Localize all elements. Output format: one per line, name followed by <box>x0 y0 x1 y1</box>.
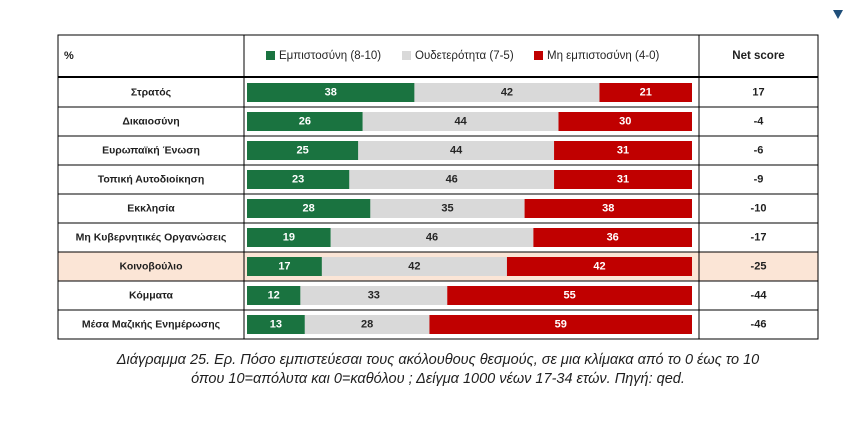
category-label: Μη Κυβερνητικές Οργανώσεις <box>76 232 227 244</box>
bar-segment <box>506 257 692 276</box>
corner-label: % <box>64 50 74 62</box>
bar-segment <box>321 257 507 276</box>
data-label: 36 <box>607 232 619 244</box>
category-label: Μέσα Μαζικής Ενημέρωσης <box>82 319 221 331</box>
net-score-value: 17 <box>752 87 764 99</box>
data-label: 42 <box>501 87 513 99</box>
data-label: 44 <box>454 116 467 128</box>
bar-segment <box>370 199 525 218</box>
net-score-value: -6 <box>754 145 764 157</box>
net-score-value: -44 <box>751 290 768 302</box>
bar-segment <box>554 170 692 189</box>
data-label: 26 <box>299 116 311 128</box>
data-label: 59 <box>555 319 567 331</box>
net-score-value: -4 <box>754 116 765 128</box>
bar-segment <box>554 141 692 160</box>
net-score-value: -46 <box>751 319 767 331</box>
bar-segment <box>304 315 430 334</box>
bar-segment <box>362 112 559 131</box>
bar-segment <box>300 286 448 305</box>
caption-line-1: Διάγραμμα 25. Ερ. Πόσο εμπιστεύεσαι τους… <box>116 352 760 368</box>
data-label: 42 <box>408 261 420 273</box>
data-label: 33 <box>368 290 380 302</box>
data-label: 31 <box>617 145 629 157</box>
data-label: 28 <box>303 203 315 215</box>
data-label: 55 <box>564 290 576 302</box>
legend-label: Εμπιστοσύνη (8-10) <box>279 50 381 62</box>
legend-swatch <box>402 51 411 60</box>
bar-segment <box>247 199 371 218</box>
data-label: 44 <box>450 145 463 157</box>
legend-swatch <box>534 51 543 60</box>
category-label: Εκκλησία <box>127 203 175 215</box>
bar-segment <box>247 141 359 160</box>
data-label: 35 <box>441 203 453 215</box>
bar-segment <box>599 83 692 102</box>
category-label: Ευρωπαϊκή Ένωση <box>102 145 200 157</box>
data-label: 31 <box>617 174 629 186</box>
bar-segment <box>247 228 331 247</box>
bar-segment <box>247 83 415 102</box>
data-label: 28 <box>361 319 373 331</box>
data-label: 19 <box>283 232 295 244</box>
bar-segment <box>414 83 600 102</box>
bar-segment <box>349 170 555 189</box>
bar-segment <box>524 199 692 218</box>
bar-segment <box>330 228 534 247</box>
data-label: 38 <box>602 203 614 215</box>
bar-segment <box>247 286 301 305</box>
bar-segment <box>247 170 350 189</box>
bar-segment <box>247 112 363 131</box>
bar-segment <box>358 141 555 160</box>
bar-segment <box>558 112 692 131</box>
data-label: 30 <box>619 116 631 128</box>
category-label: Δικαιοσύνη <box>122 116 179 128</box>
legend-label: Μη εμπιστοσύνη (4-0) <box>547 50 659 62</box>
net-score-value: -10 <box>751 203 767 215</box>
figure-caption: Διάγραμμα 25. Ερ. Πόσο εμπιστεύεσαι τους… <box>58 351 818 389</box>
data-label: 21 <box>640 87 652 99</box>
data-label: 13 <box>270 319 282 331</box>
bar-segment <box>533 228 692 247</box>
data-label: 25 <box>297 145 309 157</box>
legend-label: Ουδετερότητα (7-5) <box>415 50 514 62</box>
data-label: 46 <box>426 232 438 244</box>
data-label: 42 <box>593 261 605 273</box>
trust-chart-table: % Net score Εμπιστοσύνη (8-10) Ουδετερότητα… <box>57 34 819 340</box>
category-label: Κόμματα <box>129 290 173 302</box>
data-label: 23 <box>292 174 304 186</box>
legend-swatch <box>266 51 275 60</box>
net-score-value: -25 <box>751 261 767 273</box>
caption-line-2: όπου 10=απόλυτα και 0=καθόλου ; Δείγμα 1… <box>191 371 685 387</box>
bar-segment <box>429 315 692 334</box>
data-label: 12 <box>268 290 280 302</box>
category-label: Τοπική Αυτοδιοίκηση <box>98 174 205 186</box>
data-label: 38 <box>325 87 337 99</box>
data-label: 17 <box>278 261 290 273</box>
corner-triangle-icon <box>833 10 843 19</box>
net-score-header: Net score <box>732 50 784 62</box>
bar-segment <box>247 315 305 334</box>
bar-segment <box>247 257 322 276</box>
net-score-value: -9 <box>754 174 764 186</box>
bar-segment <box>447 286 692 305</box>
category-label: Κοινοβούλιο <box>119 261 182 273</box>
data-label: 46 <box>446 174 458 186</box>
table-border <box>57 34 819 340</box>
category-label: Στρατός <box>131 87 172 99</box>
net-score-value: -17 <box>751 232 767 244</box>
